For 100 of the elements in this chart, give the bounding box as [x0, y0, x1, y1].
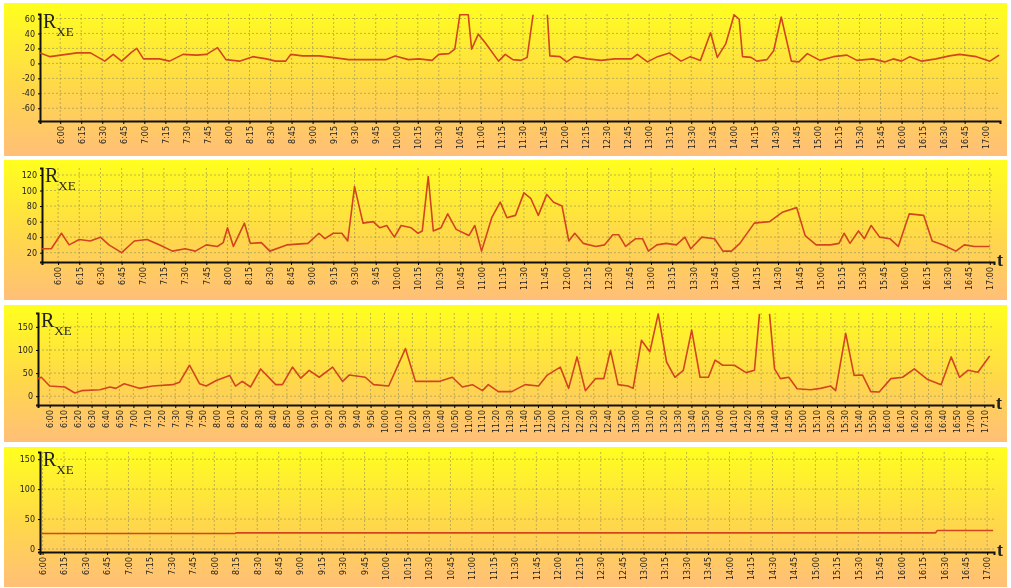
x-tick-label: 9:20 — [325, 410, 335, 428]
x-tick-label: 9:00 — [308, 126, 318, 144]
x-tick-label: 14:15 — [753, 267, 763, 291]
x-tick-label: 6:15 — [77, 126, 87, 144]
x-tick-label: 6:45 — [117, 267, 127, 285]
x-tick-label: 7:30 — [171, 410, 181, 428]
x-tick-label: 11:10 — [478, 410, 488, 434]
y-axis-title: R$_{XE}$ — [45, 164, 76, 193]
x-tick-label: 14:45 — [790, 557, 800, 581]
x-tick-label: 6:45 — [103, 557, 113, 575]
x-tick-label: 17:00 — [966, 410, 976, 434]
x-tick-label: 6:15 — [75, 267, 85, 285]
x-tick-label: 8:00 — [210, 557, 220, 575]
x-tick-label: 12:30 — [597, 557, 607, 581]
x-tick-label: 8:30 — [253, 557, 263, 575]
x-tick-label: 14:30 — [771, 126, 781, 150]
x-tick-label: 16:30 — [939, 126, 949, 150]
x-tick-label: 14:30 — [768, 557, 778, 581]
x-tick-label: 15:30 — [841, 410, 851, 434]
x-tick-label: 15:00 — [811, 557, 821, 581]
x-tick-label: 9:30 — [350, 126, 360, 144]
x-tick-label: 10:20 — [408, 410, 418, 434]
x-tick-label: 11:30 — [520, 267, 530, 291]
x-tick-label: 14:00 — [725, 557, 735, 581]
x-tick-label: 11:00 — [464, 410, 474, 434]
x-tick-label: 10:00 — [380, 410, 390, 434]
x-tick-label: 8:15 — [245, 126, 255, 144]
x-tick-label: 9:15 — [317, 557, 327, 575]
x-tick-label: 9:15 — [329, 267, 339, 285]
x-tick-label: 16:00 — [897, 126, 907, 150]
x-tick-label: 17:00 — [986, 267, 996, 291]
x-tick-label: 16:50 — [952, 410, 962, 434]
x-tick-label: 13:10 — [645, 410, 655, 434]
x-tick-label: 11:00 — [477, 267, 487, 291]
x-tick-label: 15:00 — [813, 126, 823, 150]
x-tick-label: 16:30 — [940, 557, 950, 581]
x-tick-label: 9:45 — [360, 557, 370, 575]
x-tick-label: 12:15 — [575, 557, 585, 581]
x-tick-label: 15:10 — [813, 410, 823, 434]
x-tick-label: 13:30 — [687, 126, 697, 150]
x-tick-label: 12:20 — [576, 410, 586, 434]
x-tick-label: 8:30 — [266, 126, 276, 144]
x-tick-label: 11:00 — [468, 557, 478, 581]
x-tick-label: 10:30 — [425, 557, 435, 581]
x-tick-label: 16:30 — [943, 267, 953, 291]
x-tick-label: 7:40 — [185, 410, 195, 428]
x-tick-label: 6:30 — [96, 267, 106, 285]
x-tick-label: 15:45 — [876, 557, 886, 581]
y-tick-label: 100 — [21, 186, 37, 196]
x-tick-label: 16:15 — [918, 126, 928, 150]
x-tick-label: 13:30 — [673, 410, 683, 434]
x-tick-label: 13:00 — [639, 557, 649, 581]
x-tick-label: 12:00 — [554, 557, 564, 581]
x-tick-label: 12:30 — [590, 410, 600, 434]
x-tick-label: 11:40 — [520, 410, 530, 434]
x-tick-label: 11:15 — [498, 126, 508, 150]
x-tick-label: 8:20 — [241, 410, 251, 428]
x-tick-label: 14:50 — [785, 410, 795, 434]
x-tick-label: 8:15 — [244, 267, 254, 285]
x-tick-label: 14:15 — [747, 557, 757, 581]
x-tick-label: 9:10 — [311, 410, 321, 428]
x-tick-label: 13:50 — [701, 410, 711, 434]
x-tick-label: 12:45 — [626, 267, 636, 291]
y-tick-label: 100 — [19, 485, 35, 495]
x-tick-label: 7:00 — [139, 267, 149, 285]
y-tick-label: 0 — [29, 59, 35, 69]
x-tick-label: 13:40 — [687, 410, 697, 434]
x-tick-label: 12:00 — [561, 126, 571, 150]
x-tick-label: 14:15 — [750, 126, 760, 150]
x-tick-label: 9:45 — [372, 126, 382, 144]
x-tick-label: 14:40 — [771, 410, 781, 434]
x-tick-label: 9:30 — [338, 410, 348, 428]
y-tick-label: -40 — [21, 89, 35, 99]
x-tick-label: 13:15 — [666, 126, 676, 150]
x-tick-label: 14:30 — [774, 267, 784, 291]
x-tick-label: 10:45 — [456, 267, 466, 291]
x-tick-label: 14:45 — [795, 267, 805, 291]
x-tick-label: 14:20 — [743, 410, 753, 434]
y-tick-label: 150 — [19, 455, 35, 465]
x-tick-label: 15:15 — [833, 557, 843, 581]
x-tick-label: 8:45 — [287, 126, 297, 144]
x-tick-label: 7:00 — [124, 557, 134, 575]
x-tick-label: 6:00 — [38, 557, 48, 575]
x-tick-label: 6:00 — [54, 267, 64, 285]
x-tick-label: 14:10 — [729, 410, 739, 434]
y-tick-label: -20 — [21, 74, 35, 84]
x-tick-label: 11:15 — [499, 267, 509, 291]
x-tick-label: 16:45 — [961, 557, 971, 581]
x-tick-label: 7:15 — [161, 126, 171, 144]
y-tick-label: 150 — [17, 322, 33, 332]
x-tick-label: 10:50 — [450, 410, 460, 434]
x-tick-label: 13:45 — [704, 557, 714, 581]
x-tick-label: 15:20 — [827, 410, 837, 434]
x-tick-label: 15:00 — [799, 410, 809, 434]
x-tick-label: 8:10 — [227, 410, 237, 428]
x-tick-label: 12:10 — [562, 410, 572, 434]
x-tick-label: 10:15 — [414, 126, 424, 150]
y-tick-label: 20 — [24, 44, 35, 54]
x-tick-label: 17:10 — [980, 410, 990, 434]
x-tick-label: 13:20 — [659, 410, 669, 434]
